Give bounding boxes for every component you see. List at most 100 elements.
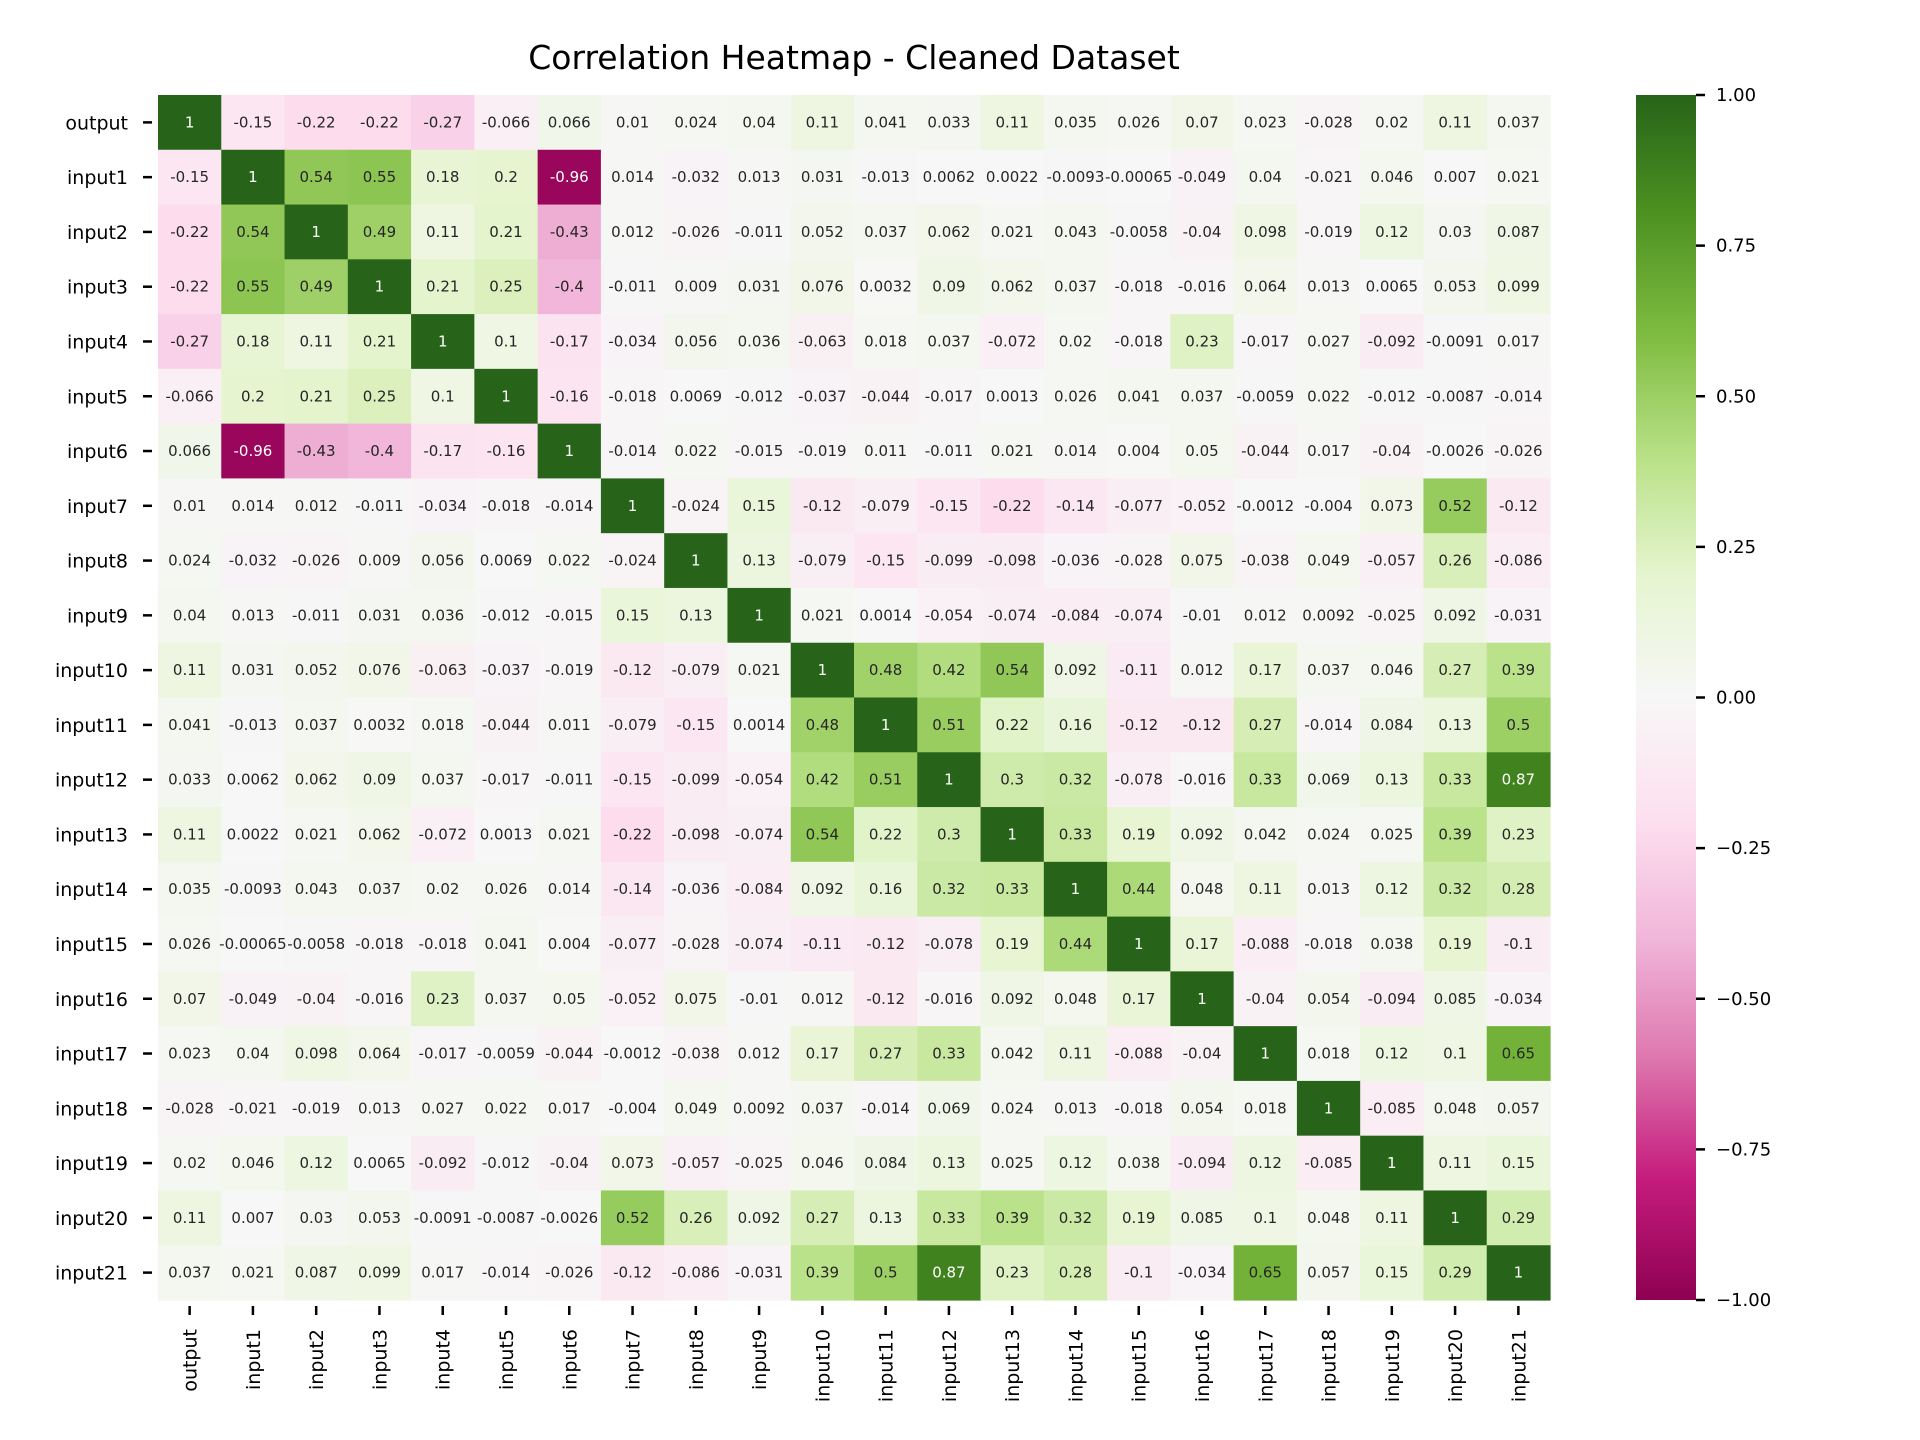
cell-value-label: 0.014 bbox=[231, 497, 274, 515]
cell-value-label: 0.49 bbox=[299, 278, 332, 296]
heatmap-cell bbox=[1360, 368, 1425, 425]
cell-value-label: 0.23 bbox=[995, 1264, 1028, 1282]
heatmap-cell bbox=[411, 1190, 475, 1246]
heatmap-cell bbox=[917, 1080, 982, 1137]
heatmap-cell bbox=[474, 1026, 539, 1082]
cell-value-label: 0.021 bbox=[1497, 168, 1540, 186]
heatmap-cell bbox=[790, 752, 855, 808]
cell-value-label: 0.037 bbox=[1181, 387, 1224, 405]
heatmap-cell bbox=[158, 752, 222, 808]
heatmap-cell bbox=[854, 642, 918, 699]
heatmap-cell bbox=[1360, 752, 1425, 808]
heatmap-cell bbox=[917, 1245, 982, 1301]
cell-value-label: 0.0062 bbox=[227, 771, 280, 789]
cell-value-label: 1 bbox=[375, 278, 385, 296]
heatmap-cell bbox=[1296, 642, 1361, 699]
heatmap-cell bbox=[1360, 533, 1425, 589]
heatmap-cell bbox=[1043, 423, 1108, 480]
cell-value-label: 0.1 bbox=[1443, 1045, 1467, 1063]
cell-value-label: 0.12 bbox=[1249, 1154, 1282, 1172]
cell-value-label: -0.092 bbox=[1368, 332, 1416, 350]
heatmap-cell bbox=[347, 1026, 412, 1082]
heatmap-cell bbox=[1423, 971, 1488, 1027]
cell-value-label: 0.11 bbox=[1249, 880, 1282, 898]
heatmap-cell bbox=[600, 533, 665, 589]
cell-value-label: 0.062 bbox=[358, 825, 401, 843]
cell-value-label: 0.033 bbox=[927, 113, 970, 131]
cell-value-label: 1 bbox=[1387, 1154, 1397, 1172]
y-tick-label: input6 bbox=[67, 441, 128, 463]
cell-value-label: 0.05 bbox=[553, 990, 586, 1008]
heatmap-cell bbox=[1360, 314, 1425, 370]
cell-value-label: -0.0012 bbox=[604, 1045, 662, 1063]
heatmap-cell bbox=[1486, 314, 1551, 370]
heatmap-cell bbox=[411, 1245, 475, 1301]
cell-value-label: -0.0091 bbox=[1426, 332, 1484, 350]
heatmap-cell bbox=[347, 259, 412, 315]
cell-value-label: 0.0069 bbox=[670, 387, 723, 405]
y-tick-label: input21 bbox=[55, 1263, 128, 1285]
cell-value-label: 0.042 bbox=[991, 1045, 1034, 1063]
cell-value-label: -0.024 bbox=[672, 497, 720, 515]
cell-value-label: 0.033 bbox=[168, 771, 211, 789]
heatmap-cell bbox=[1486, 368, 1551, 425]
cell-value-label: 0.02 bbox=[173, 1154, 206, 1172]
heatmap-cell bbox=[1233, 1190, 1298, 1246]
cell-value-label: -0.016 bbox=[355, 990, 403, 1008]
cell-value-label: 0.012 bbox=[1244, 606, 1287, 624]
cell-value-label: 0.012 bbox=[295, 497, 338, 515]
heatmap-cell bbox=[537, 95, 602, 151]
cell-value-label: 0.17 bbox=[1122, 990, 1155, 1008]
cell-value-label: 0.11 bbox=[299, 332, 332, 350]
cell-value-label: 0.073 bbox=[1370, 497, 1413, 515]
y-axis: output input1 input2 input3 input4 input5 inpu… bbox=[55, 112, 152, 1285]
cell-value-label: 0.037 bbox=[927, 332, 970, 350]
heatmap-cell bbox=[221, 587, 286, 644]
heatmap-cell bbox=[600, 1190, 665, 1246]
cell-value-label: -0.15 bbox=[676, 716, 715, 734]
cell-value-label: -0.1 bbox=[1504, 935, 1533, 953]
heatmap-cell bbox=[158, 259, 222, 315]
cell-value-label: 0.1 bbox=[431, 387, 455, 405]
heatmap-cell bbox=[1107, 368, 1171, 425]
cell-value-label: -0.088 bbox=[1241, 935, 1289, 953]
cell-value-label: 0.092 bbox=[801, 880, 844, 898]
heatmap-cell bbox=[600, 861, 665, 918]
cell-value-label: -0.01 bbox=[1183, 606, 1222, 624]
heatmap-cell bbox=[790, 697, 855, 753]
cell-value-label: -0.074 bbox=[988, 606, 1036, 624]
heatmap-cell bbox=[917, 916, 982, 972]
cell-value-label: 0.52 bbox=[1438, 497, 1471, 515]
heatmap-cell bbox=[727, 807, 792, 863]
cell-value-label: 0.043 bbox=[295, 880, 338, 898]
heatmap-cell bbox=[664, 149, 729, 206]
heatmap-cell bbox=[537, 149, 602, 206]
cell-value-label: 0.33 bbox=[995, 880, 1028, 898]
heatmap-cell bbox=[1423, 587, 1488, 644]
heatmap-cell bbox=[917, 204, 982, 260]
cell-value-label: 0.0022 bbox=[227, 825, 280, 843]
heatmap-cell bbox=[664, 642, 729, 699]
cell-value-label: 0.13 bbox=[1375, 771, 1408, 789]
heatmap-cell bbox=[221, 478, 286, 534]
cell-value-label: -0.092 bbox=[419, 1154, 467, 1172]
cell-value-label: 0.32 bbox=[1059, 771, 1092, 789]
cell-value-label: 0.19 bbox=[1122, 825, 1155, 843]
y-tick-label: input1 bbox=[67, 167, 128, 189]
heatmap-cell bbox=[474, 259, 539, 315]
y-tick-label: input19 bbox=[55, 1153, 128, 1175]
cell-value-label: -0.028 bbox=[1115, 552, 1163, 570]
cell-value-label: -0.079 bbox=[672, 661, 720, 679]
cell-value-label: -0.084 bbox=[735, 880, 783, 898]
cell-value-label: -0.052 bbox=[1178, 497, 1226, 515]
heatmap-cell bbox=[980, 642, 1045, 699]
heatmap-cell bbox=[1423, 916, 1488, 972]
heatmap-cell bbox=[980, 916, 1045, 972]
cell-value-label: -0.021 bbox=[229, 1099, 277, 1117]
heatmap-cell bbox=[917, 533, 982, 589]
cell-value-label: 0.049 bbox=[1307, 552, 1350, 570]
cell-value-label: 0.09 bbox=[363, 771, 396, 789]
heatmap-cell bbox=[1043, 642, 1108, 699]
heatmap-cell bbox=[347, 807, 412, 863]
cell-value-label: -0.034 bbox=[1178, 1264, 1226, 1282]
